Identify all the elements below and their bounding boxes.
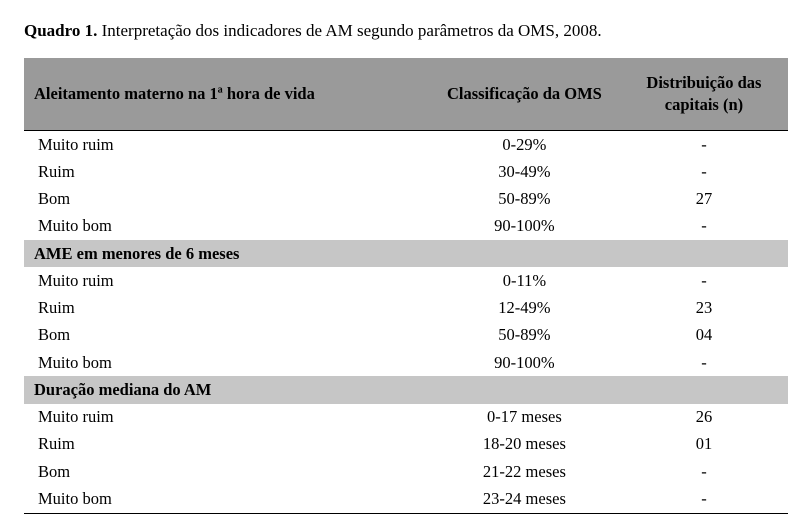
- cell-label: Ruim: [24, 295, 429, 322]
- cell-distribution: -: [620, 213, 788, 240]
- cell-classification: 90-100%: [429, 213, 620, 240]
- cell-label: Muito bom: [24, 349, 429, 376]
- cell-classification: 30-49%: [429, 158, 620, 185]
- cell-classification: 0-17 meses: [429, 404, 620, 431]
- section-header: Duração mediana do AM: [24, 376, 788, 403]
- table-row: Muito bom23-24 meses-: [24, 485, 788, 513]
- cell-distribution: -: [620, 458, 788, 485]
- cell-label: Muito bom: [24, 213, 429, 240]
- table-row: Bom21-22 meses-: [24, 458, 788, 485]
- section-header: AME em menores de 6 meses: [24, 240, 788, 267]
- table-caption: Quadro 1. Interpretação dos indicadores …: [24, 18, 788, 44]
- cell-distribution: -: [620, 349, 788, 376]
- section-title: Duração mediana do AM: [24, 376, 788, 403]
- cell-label: Muito ruim: [24, 267, 429, 294]
- cell-distribution: 26: [620, 404, 788, 431]
- cell-label: Ruim: [24, 431, 429, 458]
- cell-distribution: -: [620, 131, 788, 159]
- cell-classification: 12-49%: [429, 295, 620, 322]
- cell-classification: 23-24 meses: [429, 485, 620, 513]
- cell-label: Bom: [24, 322, 429, 349]
- cell-label: Ruim: [24, 158, 429, 185]
- table-row: Muito ruim0-11%-: [24, 267, 788, 294]
- cell-classification: 18-20 meses: [429, 431, 620, 458]
- table-body: Muito ruim0-29%-Ruim30-49%-Bom50-89%27Mu…: [24, 131, 788, 514]
- cell-classification: 50-89%: [429, 322, 620, 349]
- caption-text: Interpretação dos indicadores de AM segu…: [102, 21, 602, 40]
- cell-label: Muito ruim: [24, 131, 429, 159]
- table-row: Ruim12-49%23: [24, 295, 788, 322]
- cell-classification: 90-100%: [429, 349, 620, 376]
- cell-distribution: -: [620, 267, 788, 294]
- table-header-row: Aleitamento materno na 1ª hora de vida C…: [24, 58, 788, 131]
- table-row: Muito ruim0-17 meses26: [24, 404, 788, 431]
- cell-classification: 21-22 meses: [429, 458, 620, 485]
- section-title: AME em menores de 6 meses: [24, 240, 788, 267]
- cell-label: Bom: [24, 186, 429, 213]
- cell-classification: 0-29%: [429, 131, 620, 159]
- cell-distribution: -: [620, 485, 788, 513]
- caption-lead: Quadro 1.: [24, 21, 97, 40]
- cell-distribution: -: [620, 158, 788, 185]
- table-row: Muito bom90-100%-: [24, 213, 788, 240]
- table-row: Ruim18-20 meses01: [24, 431, 788, 458]
- cell-distribution: 27: [620, 186, 788, 213]
- cell-distribution: 01: [620, 431, 788, 458]
- cell-label: Muito ruim: [24, 404, 429, 431]
- cell-label: Bom: [24, 458, 429, 485]
- cell-classification: 0-11%: [429, 267, 620, 294]
- col-header-distribution: Distribuição das capitais (n): [620, 58, 788, 131]
- col-header-classification: Classificação da OMS: [429, 58, 620, 131]
- table-row: Bom50-89%04: [24, 322, 788, 349]
- cell-distribution: 23: [620, 295, 788, 322]
- table-row: Muito ruim0-29%-: [24, 131, 788, 159]
- col-header-indicator: Aleitamento materno na 1ª hora de vida: [24, 58, 429, 131]
- table-row: Bom50-89%27: [24, 186, 788, 213]
- indicators-table: Aleitamento materno na 1ª hora de vida C…: [24, 58, 788, 514]
- table-row: Ruim30-49%-: [24, 158, 788, 185]
- cell-classification: 50-89%: [429, 186, 620, 213]
- cell-distribution: 04: [620, 322, 788, 349]
- table-row: Muito bom90-100%-: [24, 349, 788, 376]
- cell-label: Muito bom: [24, 485, 429, 513]
